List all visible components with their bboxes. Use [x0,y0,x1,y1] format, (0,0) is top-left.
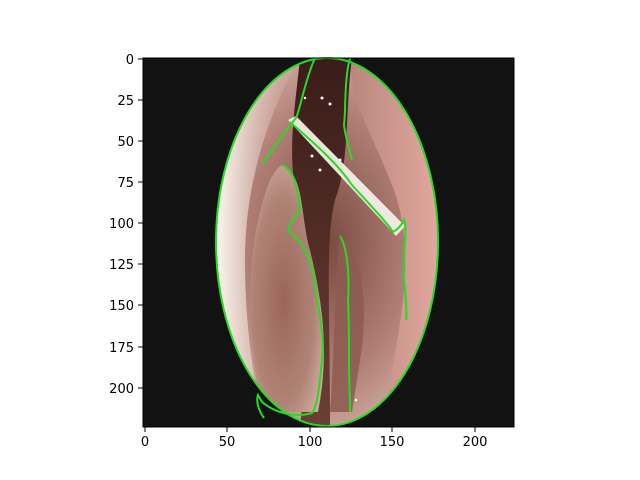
x-tick-label: 0 [141,435,149,450]
x-tick-label: 200 [463,435,488,450]
x-axis [144,427,476,432]
y-tick-label: 25 [117,94,134,109]
y-axis [138,58,143,389]
x-tick-label: 50 [219,435,236,450]
y-tick-labels: 0 25 50 75 100 125 150 175 200 [109,53,134,397]
x-tick-label: 150 [380,435,405,450]
axes-frame [142,57,515,428]
endoscopy-image [216,58,438,426]
y-tick-label: 125 [109,258,134,273]
y-tick-label: 50 [117,135,134,150]
y-tick-label: 150 [109,299,134,314]
y-tick-label: 0 [126,53,134,68]
y-tick-label: 200 [109,382,134,397]
y-tick-label: 175 [109,341,134,356]
x-tick-label: 100 [298,435,323,450]
x-tick-labels: 0 50 100 150 200 [141,435,488,450]
y-tick-label: 100 [109,217,134,232]
y-tick-label: 75 [117,176,134,191]
